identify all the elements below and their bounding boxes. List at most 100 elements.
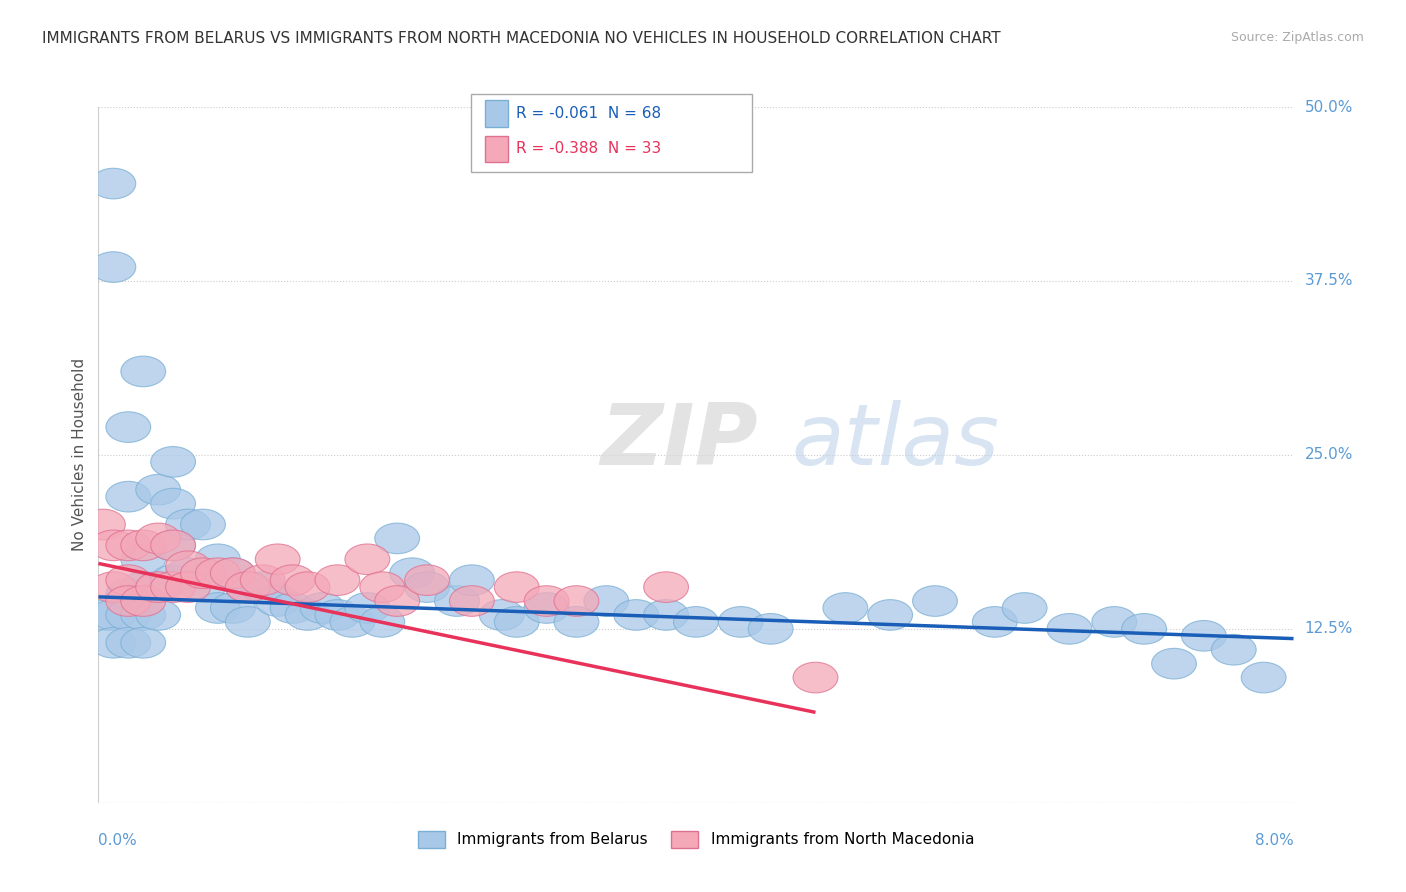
Ellipse shape xyxy=(121,530,166,561)
Ellipse shape xyxy=(375,523,419,554)
Ellipse shape xyxy=(225,572,270,602)
Ellipse shape xyxy=(1241,662,1286,693)
Text: atlas: atlas xyxy=(792,400,1000,483)
Ellipse shape xyxy=(644,599,689,631)
Ellipse shape xyxy=(315,565,360,596)
Text: R = -0.388  N = 33: R = -0.388 N = 33 xyxy=(516,142,661,156)
Ellipse shape xyxy=(136,475,180,505)
Ellipse shape xyxy=(524,586,569,616)
Ellipse shape xyxy=(105,482,150,512)
Ellipse shape xyxy=(450,586,495,616)
Ellipse shape xyxy=(91,530,136,561)
Ellipse shape xyxy=(1092,607,1136,637)
Text: 12.5%: 12.5% xyxy=(1305,622,1353,636)
Ellipse shape xyxy=(121,586,166,616)
Ellipse shape xyxy=(405,565,450,596)
Ellipse shape xyxy=(330,607,375,637)
Ellipse shape xyxy=(150,565,195,596)
Ellipse shape xyxy=(479,599,524,631)
Ellipse shape xyxy=(91,169,136,199)
Ellipse shape xyxy=(180,558,225,589)
Ellipse shape xyxy=(105,412,150,442)
Ellipse shape xyxy=(150,572,195,602)
Ellipse shape xyxy=(105,586,150,616)
Ellipse shape xyxy=(360,607,405,637)
Ellipse shape xyxy=(121,599,166,631)
Ellipse shape xyxy=(166,551,211,582)
Ellipse shape xyxy=(1152,648,1197,679)
Ellipse shape xyxy=(823,592,868,624)
Ellipse shape xyxy=(91,627,136,658)
Ellipse shape xyxy=(644,572,689,602)
Ellipse shape xyxy=(105,530,150,561)
Ellipse shape xyxy=(614,599,658,631)
Ellipse shape xyxy=(91,599,136,631)
Ellipse shape xyxy=(270,565,315,596)
Ellipse shape xyxy=(136,523,180,554)
Ellipse shape xyxy=(150,488,195,519)
Ellipse shape xyxy=(150,530,195,561)
Ellipse shape xyxy=(1002,592,1047,624)
Ellipse shape xyxy=(166,572,211,602)
Ellipse shape xyxy=(793,662,838,693)
Ellipse shape xyxy=(195,544,240,574)
Ellipse shape xyxy=(1181,621,1226,651)
Ellipse shape xyxy=(718,607,763,637)
Ellipse shape xyxy=(495,572,538,602)
Ellipse shape xyxy=(211,558,256,589)
Ellipse shape xyxy=(166,558,211,589)
Ellipse shape xyxy=(270,592,315,624)
Ellipse shape xyxy=(450,565,495,596)
Ellipse shape xyxy=(105,627,150,658)
Ellipse shape xyxy=(344,544,389,574)
Ellipse shape xyxy=(973,607,1017,637)
Ellipse shape xyxy=(748,614,793,644)
Ellipse shape xyxy=(583,586,628,616)
Ellipse shape xyxy=(1122,614,1167,644)
Ellipse shape xyxy=(150,530,195,561)
Text: 50.0%: 50.0% xyxy=(1305,100,1353,114)
Ellipse shape xyxy=(211,558,256,589)
Ellipse shape xyxy=(868,599,912,631)
Text: 8.0%: 8.0% xyxy=(1254,833,1294,848)
Text: 37.5%: 37.5% xyxy=(1305,274,1353,288)
Text: ZIP: ZIP xyxy=(600,400,758,483)
Ellipse shape xyxy=(375,586,419,616)
Ellipse shape xyxy=(211,592,256,624)
Ellipse shape xyxy=(285,572,330,602)
Ellipse shape xyxy=(344,592,389,624)
Legend: Immigrants from Belarus, Immigrants from North Macedonia: Immigrants from Belarus, Immigrants from… xyxy=(412,824,980,855)
Ellipse shape xyxy=(80,509,125,540)
Ellipse shape xyxy=(495,607,538,637)
Y-axis label: No Vehicles in Household: No Vehicles in Household xyxy=(72,359,87,551)
Ellipse shape xyxy=(1212,634,1256,665)
Ellipse shape xyxy=(136,572,180,602)
Ellipse shape xyxy=(554,607,599,637)
Ellipse shape xyxy=(105,565,150,596)
Ellipse shape xyxy=(1047,614,1092,644)
Ellipse shape xyxy=(405,572,450,602)
Ellipse shape xyxy=(285,599,330,631)
Ellipse shape xyxy=(121,572,166,602)
Ellipse shape xyxy=(389,558,434,589)
Ellipse shape xyxy=(105,579,150,609)
Ellipse shape xyxy=(256,544,299,574)
Ellipse shape xyxy=(434,586,479,616)
Ellipse shape xyxy=(912,586,957,616)
Ellipse shape xyxy=(195,592,240,624)
Ellipse shape xyxy=(83,599,128,631)
Ellipse shape xyxy=(121,544,166,574)
Ellipse shape xyxy=(240,565,285,596)
Text: Source: ZipAtlas.com: Source: ZipAtlas.com xyxy=(1230,31,1364,45)
Ellipse shape xyxy=(91,252,136,283)
Ellipse shape xyxy=(240,572,285,602)
Ellipse shape xyxy=(195,558,240,589)
Ellipse shape xyxy=(524,592,569,624)
Ellipse shape xyxy=(225,572,270,602)
Ellipse shape xyxy=(299,592,344,624)
Ellipse shape xyxy=(121,356,166,387)
Ellipse shape xyxy=(136,572,180,602)
Ellipse shape xyxy=(315,599,360,631)
Text: R = -0.061  N = 68: R = -0.061 N = 68 xyxy=(516,106,661,120)
Text: 0.0%: 0.0% xyxy=(98,833,138,848)
